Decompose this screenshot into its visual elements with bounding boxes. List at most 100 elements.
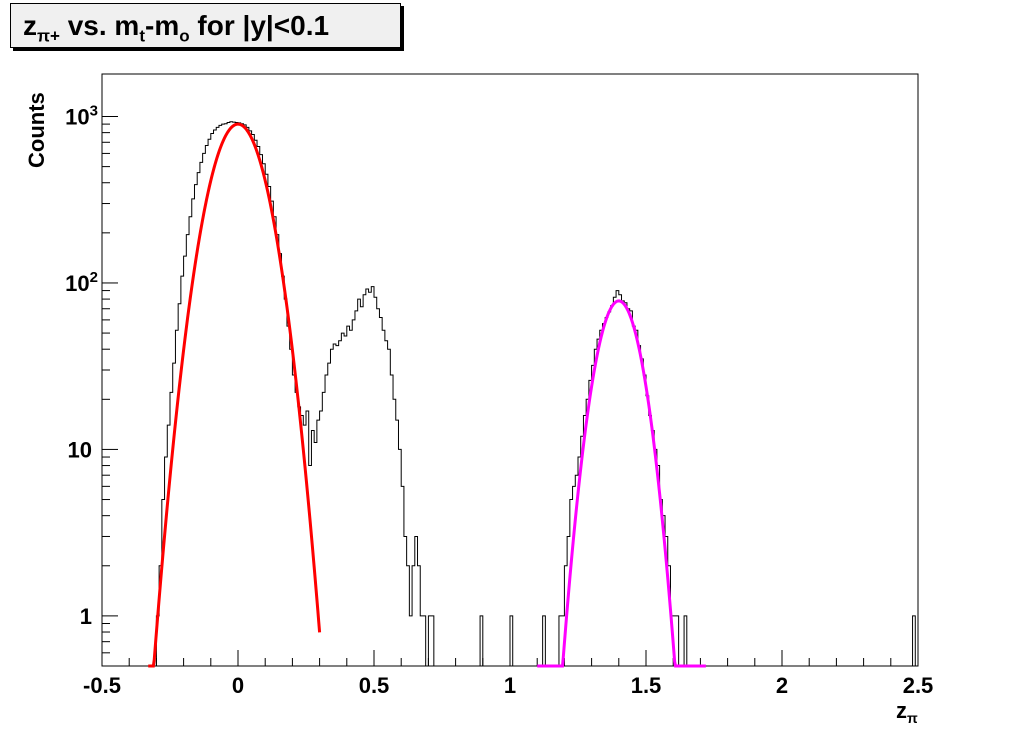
histogram-bin [632,326,635,666]
chart-title: zπ+ vs. mt-mo for |y|<0.1 [23,10,329,47]
histogram-bin [390,375,393,666]
histogram-bin [611,306,614,666]
x-axis-title: zπ [896,698,918,726]
histogram-bin [214,130,217,666]
histogram-bin [330,349,333,666]
histogram-bin [641,359,644,666]
histogram-bin [282,276,285,666]
title-part4: for |y|<0.1 [189,10,330,41]
fit-curve-gaus-left [148,122,322,668]
histogram-bin [184,256,187,666]
y-tick-label: 10 [68,437,92,462]
histogram-bin [597,339,600,666]
histogram-bin [211,134,214,666]
histogram-bin [298,407,301,666]
histogram-bin [393,399,396,666]
histogram-bin [586,399,589,666]
histogram-bin [651,430,654,666]
histogram-bin [635,330,638,666]
histogram-bin [654,449,657,666]
histogram-bin [260,155,263,666]
histogram-bin [170,392,173,666]
histogram-bin [347,326,350,666]
histogram-bin [352,320,355,666]
histogram-bin [619,295,622,666]
histogram-bin [624,303,627,666]
y-tick-label: 103 [65,102,98,129]
title-sub2: t [139,26,146,46]
histogram-bin [175,330,178,666]
axes: -0.5 0 0.5 1 1.5 2 2.5 1 10 102 103 [65,102,933,698]
x-tick-label: 0.5 [359,673,390,698]
histogram-bin [271,201,274,666]
x-tick-label: -0.5 [83,673,121,698]
histogram-bin [374,297,377,666]
histogram-bin [262,164,265,666]
histogram-bin [616,291,619,666]
histogram-bin [257,147,260,666]
histogram-bin [589,380,592,666]
histogram-bin [360,307,363,666]
histogram-bin [325,375,328,666]
histogram-bin [643,375,646,666]
histogram-bin [241,124,244,666]
histogram-bin [328,363,331,666]
histogram-bin [224,124,227,666]
histogram-bin [273,217,276,666]
title-part1: z [23,10,37,41]
histogram-bin [181,276,184,666]
histogram-bin [243,125,246,666]
histogram-bin [613,297,616,666]
histogram [150,121,916,667]
histogram-bin [233,122,236,666]
histogram-bin [369,292,372,666]
histogram-bin [385,341,388,666]
x-tick-label: 2.5 [903,673,934,698]
histogram-bin [322,392,325,666]
histogram-bin [344,336,347,666]
histogram-bin [292,375,295,666]
histogram-bin [341,333,344,666]
histogram-bin [205,145,208,666]
histogram-bin [379,318,382,666]
y-axis-title: Counts [24,92,49,168]
histogram-bin [222,124,225,666]
histogram-bin [203,153,206,666]
title-part3: -m [145,10,180,41]
fit-curves [148,122,706,668]
histogram-bin [382,330,385,666]
histogram-bin [178,304,181,666]
fit-curve-gaus-right [537,299,706,668]
title-part2: vs. m [59,10,140,41]
histogram-bin [630,311,633,666]
histogram-bin [409,616,412,666]
histogram-bin [173,363,176,666]
title-sub1: π+ [37,26,60,46]
histogram-bin [600,330,603,666]
x-tick-label: 1 [504,673,516,698]
histogram-bin [295,392,298,666]
histogram-bin [284,299,287,666]
histogram-bin [371,287,374,666]
histogram-bin [219,125,222,666]
x-tick-label: 2 [776,673,788,698]
histogram-bin [254,140,257,666]
histogram-bin [230,122,233,666]
histogram-bin [594,349,597,666]
histogram-bin [268,186,271,666]
histogram-bin [608,312,611,666]
histogram-bin [279,254,282,666]
histogram-bin [235,123,238,666]
histogram-bin [420,616,423,666]
histogram-bin [627,309,630,666]
histogram-bin [605,318,608,666]
histogram-bin [355,311,358,666]
histogram-bin [252,134,255,666]
histogram-bin [358,299,361,666]
histogram-bin [336,346,339,666]
histogram-bin [167,425,170,666]
histogram-bin [622,301,625,666]
y-tick-label: 1 [80,604,92,629]
title-box: zπ+ vs. mt-mo for |y|<0.1 [10,3,401,48]
